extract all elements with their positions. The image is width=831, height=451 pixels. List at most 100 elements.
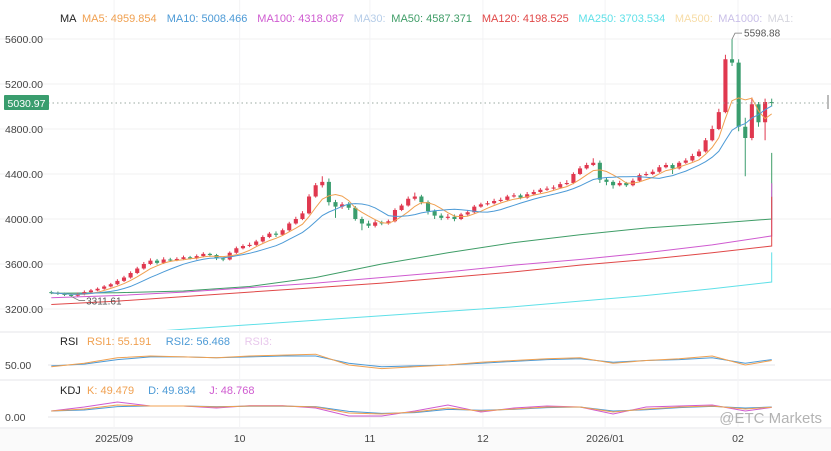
candle-up [95, 288, 100, 291]
candle-up [115, 280, 120, 285]
candle-down [333, 202, 338, 207]
candle-down [359, 219, 364, 224]
candle-down [439, 215, 444, 218]
candle-down [743, 126, 748, 138]
ma-legend-ma5: MA5: 4959.854 [82, 13, 157, 25]
candle-down [604, 179, 609, 182]
max-marker [731, 32, 743, 40]
candle-up [300, 213, 305, 219]
ma-legend-ma500: MA500: [675, 13, 713, 25]
candle-up [174, 258, 179, 261]
candle-up [710, 129, 715, 141]
candle-down [756, 104, 761, 123]
rsi-tick-label: 50.00 [5, 360, 31, 372]
candle-down [221, 258, 226, 260]
candle-up [505, 196, 510, 200]
candle-down [769, 102, 774, 104]
candle-down [62, 293, 67, 295]
min-price-label: 3311.61 [86, 296, 122, 307]
candle-up [135, 268, 140, 273]
candle-up [465, 212, 470, 215]
candle-up [141, 264, 146, 269]
candle-up [478, 204, 483, 207]
candle-up [544, 188, 550, 190]
ma120-line [51, 196, 773, 305]
candle-up [320, 181, 325, 186]
candle-up [392, 210, 398, 222]
kdj-panel: KDJ K: 49.479 D: 49.834 J: 48.768 0.00 [5, 385, 775, 424]
kdj-legend-item: K: 49.479 [87, 385, 134, 397]
candle-down [326, 181, 331, 203]
watermark: @ETC Markets [719, 410, 822, 427]
ma-legend-ma1000: MA1000: [718, 13, 762, 25]
candle-up [584, 165, 589, 169]
candle-up [723, 59, 728, 113]
candle-up [121, 277, 127, 281]
long-moving-averages [51, 152, 773, 330]
candle-up [307, 196, 312, 214]
short-moving-averages [51, 97, 772, 295]
candle-down [49, 292, 54, 294]
time-axis-background [0, 429, 831, 451]
price-tick-label: 5200.00 [5, 79, 43, 91]
candle-down [670, 165, 675, 169]
scroll-handle[interactable] [827, 95, 829, 109]
ma-legend-ma10: MA10: 5008.466 [167, 13, 248, 25]
candle-up [287, 223, 292, 231]
candle-up [703, 140, 708, 152]
candle-up [108, 284, 113, 287]
candle-up [234, 248, 239, 253]
time-tick-label: 2025/09 [95, 433, 133, 445]
candle-up [644, 174, 649, 176]
candle-down [188, 257, 193, 259]
candle-up [340, 204, 345, 207]
candle-up [525, 194, 530, 198]
candle-up [412, 196, 417, 199]
candle-up [617, 183, 622, 186]
candle-up [591, 162, 596, 165]
candle-down [419, 196, 424, 203]
candle-up [650, 171, 655, 174]
candle-up [201, 253, 206, 257]
candle-down [69, 294, 74, 296]
candle-up [267, 233, 272, 237]
candle-up [485, 203, 490, 205]
kdj-k-line [51, 404, 772, 415]
candle-up [538, 189, 543, 192]
candle-up [472, 206, 477, 213]
candle-up [247, 244, 252, 246]
candle-up [511, 195, 516, 197]
last-price-badge [4, 95, 49, 111]
candle-down [273, 233, 279, 235]
candle-up [399, 205, 404, 210]
candle-up [161, 259, 166, 263]
candle-up [293, 219, 298, 224]
price-tick-label: 4400.00 [5, 169, 43, 181]
price-tick-label: 4800.00 [5, 124, 43, 136]
candle-up [102, 286, 107, 289]
candle-up [551, 187, 556, 189]
candle-down [425, 202, 431, 212]
candle-down [207, 253, 212, 255]
candle-up [564, 183, 569, 185]
candle-down [155, 260, 160, 263]
candle-up [683, 160, 688, 163]
kdj-title: KDJ [60, 385, 81, 397]
candle-down [624, 183, 629, 186]
time-axis: 2025/09 10 11 12 2026/01 02 [95, 433, 744, 445]
candle-up [75, 294, 80, 296]
candle-down [346, 204, 351, 208]
candle-up [558, 184, 563, 188]
candle-up [373, 222, 378, 226]
ma50-line [51, 152, 773, 294]
kdj-tick-label: 0.00 [5, 412, 26, 424]
candle-down [432, 211, 437, 216]
price-tick-label: 5600.00 [5, 34, 43, 46]
rsi-legend-item: RSI3: [245, 336, 273, 348]
candle-up [260, 237, 265, 242]
ma-legend-ma120: MA120: 4198.525 [482, 13, 569, 25]
candle-down [611, 181, 616, 186]
time-tick-label: 2026/01 [586, 433, 624, 445]
